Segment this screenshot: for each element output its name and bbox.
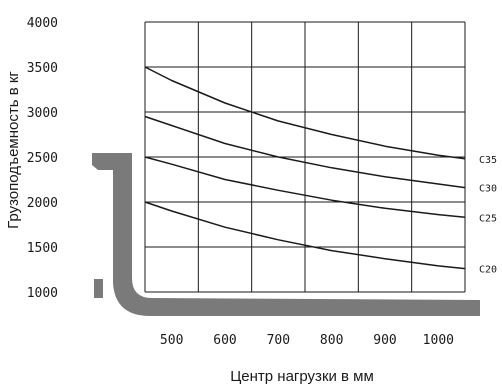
- series-label-c25: C25: [479, 213, 497, 224]
- x-tick-label: 700: [267, 333, 290, 348]
- series-labels: C35 C30 C25 C20: [479, 155, 497, 276]
- y-tick-labels: 1000 1500 2000 2500 3000 3500 4000: [27, 16, 58, 301]
- x-tick-label: 800: [320, 333, 343, 348]
- series-line-c20: [144, 201, 466, 270]
- series-label-c20: C20: [479, 265, 497, 276]
- x-tick-label: 900: [373, 333, 396, 348]
- x-tick-label: 1000: [423, 333, 454, 348]
- x-tick-label: 500: [160, 333, 183, 348]
- y-tick-label: 3000: [27, 106, 58, 121]
- series-line-c30: [144, 115, 466, 189]
- y-tick-label: 1500: [27, 241, 58, 256]
- series-line-c35: [144, 66, 466, 160]
- grid: [144, 21, 466, 293]
- series-lines: [144, 66, 466, 270]
- x-tick-label: 600: [213, 333, 236, 348]
- y-axis-label: Грузоподъемность в кг: [5, 71, 22, 229]
- series-label-c35: C35: [479, 155, 497, 166]
- x-axis-label: Центр нагрузки в мм: [230, 368, 374, 385]
- fork-icon: [92, 153, 480, 316]
- x-tick-labels: 500 600 700 800 900 1000: [160, 333, 454, 348]
- series-label-c30: C30: [479, 184, 497, 195]
- y-tick-label: 4000: [27, 16, 58, 31]
- y-tick-label: 1000: [27, 286, 58, 301]
- series-line-c25: [144, 156, 466, 219]
- y-tick-label: 2000: [27, 196, 58, 211]
- y-tick-label: 3500: [27, 61, 58, 76]
- y-tick-label: 2500: [27, 151, 58, 166]
